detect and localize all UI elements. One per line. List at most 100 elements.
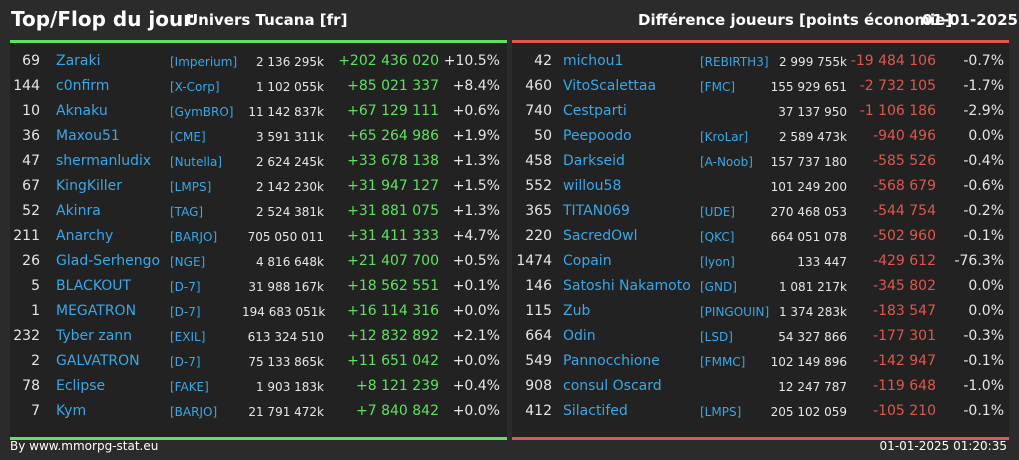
points-difference: +16 114 316: [347, 303, 439, 319]
player-name-link[interactable]: willou58: [563, 178, 622, 194]
player-name-link[interactable]: SacredOwl: [563, 228, 638, 244]
player-rank: 232: [13, 328, 40, 344]
player-rank: 52: [22, 203, 40, 219]
percent-change: 0.0%: [968, 278, 1004, 294]
player-name-link[interactable]: Silactifed: [563, 403, 628, 419]
player-name-link[interactable]: Kym: [56, 403, 87, 419]
player-name-link[interactable]: Zub: [563, 303, 591, 319]
alliance-tag-link[interactable]: [TAG]: [170, 205, 204, 219]
alliance-tag-link[interactable]: [NGE]: [170, 255, 206, 269]
header: Top/Flop du jour Univers Tucana [fr] Dif…: [0, 0, 1019, 40]
player-name-link[interactable]: Anarchy: [56, 228, 114, 244]
player-name-link[interactable]: Darkseid: [563, 153, 625, 169]
alliance-tag-link[interactable]: [A-Noob]: [700, 155, 753, 169]
alliance-tag-link[interactable]: [lyon]: [700, 255, 735, 269]
player-points: 21 791 472k: [248, 405, 324, 419]
alliance-tag-link[interactable]: [BARJO]: [170, 405, 218, 419]
player-name-link[interactable]: Satoshi Nakamoto: [563, 278, 691, 294]
flop-player-row: 664 Odin [LSD] 54 327 866 -177 301 -0.3%: [512, 325, 1009, 350]
player-name-link[interactable]: consul Oscard: [563, 378, 662, 394]
player-name-link[interactable]: Maxou51: [56, 128, 120, 144]
percent-change: +0.5%: [452, 253, 500, 269]
alliance-tag-link[interactable]: [FMMC]: [700, 355, 746, 369]
player-rank: 26: [22, 253, 40, 269]
percent-change: -1.7%: [963, 78, 1004, 94]
player-points: 31 988 167k: [248, 280, 324, 294]
alliance-tag-link[interactable]: [KroLar]: [700, 130, 749, 144]
points-difference: +33 678 138: [347, 153, 439, 169]
percent-change: +4.7%: [452, 228, 500, 244]
percent-change: +1.9%: [452, 128, 500, 144]
player-rank: 7: [31, 403, 40, 419]
player-name-link[interactable]: Tyber zann: [56, 328, 133, 344]
player-name-link[interactable]: Akinra: [56, 203, 101, 219]
alliance-tag-link[interactable]: [LMPS]: [170, 180, 212, 194]
alliance-tag-link[interactable]: [D-7]: [170, 280, 201, 294]
percent-change: +0.0%: [452, 403, 500, 419]
alliance-tag-link[interactable]: [LMPS]: [700, 405, 742, 419]
player-name-link[interactable]: VitoScalettaa: [563, 78, 657, 94]
points-difference: -2 732 105: [859, 78, 936, 94]
points-difference: +7 840 842: [356, 403, 439, 419]
page-title: Top/Flop du jour: [11, 7, 194, 31]
points-difference: +85 021 337: [347, 78, 439, 94]
percent-change: -1.0%: [963, 378, 1004, 394]
player-name-link[interactable]: Glad-Serhengo: [56, 253, 161, 269]
alliance-tag-link[interactable]: [PINGOUIN]: [700, 305, 770, 319]
alliance-tag-link[interactable]: [QKC]: [700, 230, 735, 244]
alliance-tag-link[interactable]: [REBIRTH3]: [700, 55, 769, 69]
top-player-row: 69 Zaraki [Imperium] 2 136 295k +202 436 020…: [10, 50, 507, 75]
flop-player-row: 552 willou58 101 249 200 -568 679 -0.6%: [512, 175, 1009, 200]
flop-players-panel: 42 michou1 [REBIRTH3] 2 999 755k -19 484 106…: [512, 40, 1009, 440]
player-points: 2 624 245k: [255, 155, 324, 169]
points-difference: -19 484 106: [850, 53, 936, 69]
player-name-link[interactable]: Odin: [563, 328, 596, 344]
date-label: 01-01-2025: [922, 11, 1018, 29]
player-name-link[interactable]: shermanludix: [56, 153, 152, 169]
player-rank: 211: [13, 228, 40, 244]
alliance-tag-link[interactable]: [FAKE]: [170, 380, 209, 394]
alliance-tag-link[interactable]: [FMC]: [700, 80, 735, 94]
player-name-link[interactable]: Cestparti: [563, 103, 627, 119]
percent-change: +1.3%: [452, 153, 500, 169]
player-name-link[interactable]: MEGATRON: [56, 303, 137, 319]
player-name-link[interactable]: BLACKOUT: [56, 278, 132, 294]
player-points: 3 591 311k: [255, 130, 324, 144]
player-rank: 115: [525, 303, 552, 319]
player-name-link[interactable]: Peepoodo: [563, 128, 632, 144]
player-points: 11 142 837k: [248, 105, 324, 119]
player-rank: 740: [525, 103, 552, 119]
alliance-tag-link[interactable]: [Imperium]: [170, 55, 238, 69]
player-name-link[interactable]: Aknaku: [56, 103, 108, 119]
player-name-link[interactable]: KingKiller: [56, 178, 123, 194]
player-name-link[interactable]: michou1: [563, 53, 624, 69]
player-name-link[interactable]: Pannocchione: [563, 353, 660, 369]
player-points: 2 999 755k: [778, 55, 847, 69]
player-name-link[interactable]: GALVATRON: [56, 353, 140, 369]
alliance-tag-link[interactable]: [LSD]: [700, 330, 733, 344]
alliance-tag-link[interactable]: [EXIL]: [170, 330, 206, 344]
alliance-tag-link[interactable]: [D-7]: [170, 355, 201, 369]
alliance-tag-link[interactable]: [Nutella]: [170, 155, 223, 169]
alliance-tag-link[interactable]: [BARJO]: [170, 230, 218, 244]
alliance-tag-link[interactable]: [GND]: [700, 280, 737, 294]
player-name-link[interactable]: Zaraki: [56, 53, 101, 69]
player-name-link[interactable]: TITAN069: [563, 203, 630, 219]
alliance-tag-link[interactable]: [GymBRO]: [170, 105, 234, 119]
percent-change: -0.6%: [963, 178, 1004, 194]
player-points: 2 142 230k: [255, 180, 324, 194]
alliance-tag-link[interactable]: [D-7]: [170, 305, 201, 319]
player-name-link[interactable]: c0nfirm: [56, 78, 110, 94]
player-name-link[interactable]: Copain: [563, 253, 612, 269]
percent-change: -0.7%: [963, 53, 1004, 69]
alliance-tag-link[interactable]: [X-Corp]: [170, 80, 220, 94]
top-player-row: 7 Kym [BARJO] 21 791 472k +7 840 842 +0.0%: [10, 400, 507, 425]
player-rank: 10: [22, 103, 40, 119]
player-points: 54 327 866: [778, 330, 847, 344]
alliance-tag-link[interactable]: [CME]: [170, 130, 206, 144]
player-name-link[interactable]: Eclipse: [56, 378, 106, 394]
alliance-tag-link[interactable]: [UDE]: [700, 205, 735, 219]
player-rank: 5: [31, 278, 40, 294]
points-difference: -142 947: [873, 353, 936, 369]
percent-change: -0.2%: [963, 203, 1004, 219]
